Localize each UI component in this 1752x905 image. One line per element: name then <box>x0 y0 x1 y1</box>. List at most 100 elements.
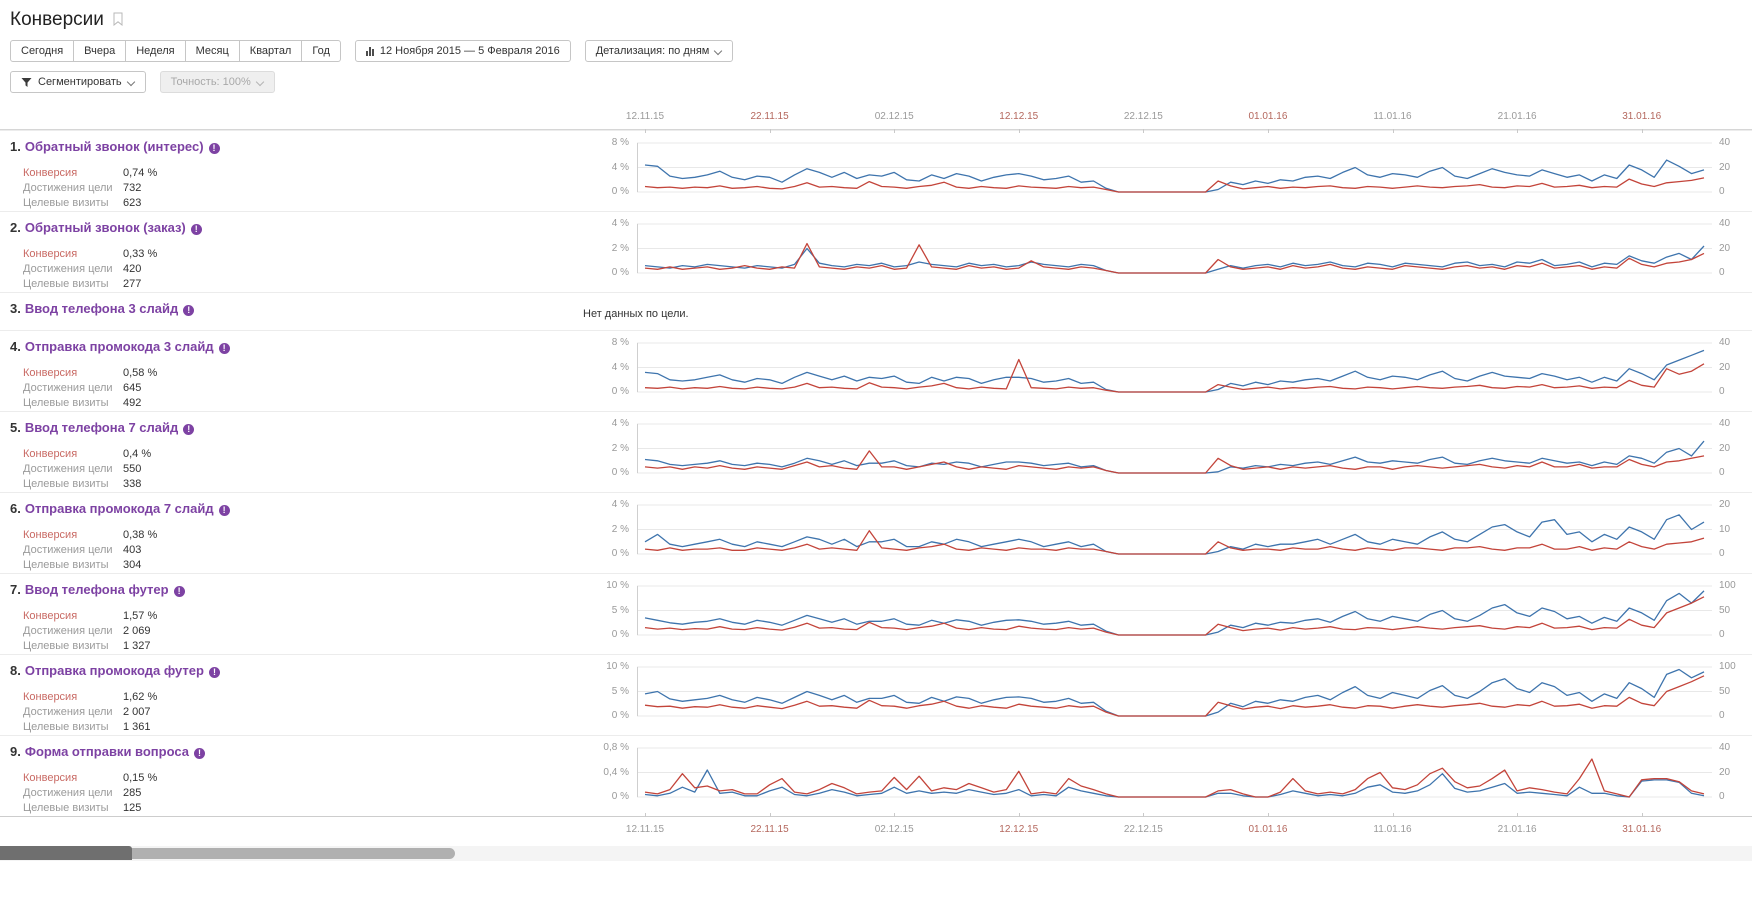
goal-link[interactable]: Ввод телефона 3 слайд <box>24 301 179 316</box>
y-axis-label: 50 <box>1719 685 1731 697</box>
y-axis-label: 0 <box>1719 267 1725 278</box>
date-label: 31.01.16 <box>1622 111 1662 122</box>
stat-value-reaches: 550 <box>123 463 142 475</box>
goal-info-icon[interactable]: ! <box>208 143 220 154</box>
goal-info-icon[interactable]: ! <box>183 424 195 435</box>
goal-link[interactable]: Форма отправки вопроса <box>24 744 189 759</box>
y-axis-label: 0 <box>1719 386 1725 397</box>
goal-info-icon[interactable]: ! <box>194 748 205 759</box>
goal-info-icon[interactable]: ! <box>183 305 195 316</box>
goal-chart[interactable] <box>637 582 1712 638</box>
conversion-line <box>644 758 1705 798</box>
goal-chart[interactable] <box>637 501 1712 557</box>
period-button-group: Сегодня Вчера Неделя Месяц Квартал Год <box>10 40 341 62</box>
calendar-chart-icon <box>365 46 374 56</box>
y-axis-label: 40 <box>1719 742 1731 753</box>
goal-info-icon[interactable]: ! <box>208 667 220 678</box>
goal-info-block: 7. Ввод телефона футер! Конверсия 1,57 % Дос… <box>0 574 565 654</box>
goal-link[interactable]: Отправка промокода футер <box>24 663 204 678</box>
goal-title: 1. Обратный звонок (интерес)! <box>10 140 565 154</box>
goal-number: 1. <box>10 139 21 154</box>
period-button-month[interactable]: Месяц <box>184 40 240 62</box>
goal-link[interactable]: Обратный звонок (интерес) <box>24 139 204 154</box>
goal-link[interactable]: Ввод телефона 7 слайд <box>24 420 179 435</box>
segment-button[interactable]: Сегментировать <box>10 71 146 93</box>
scrollbar-thumb[interactable] <box>0 848 455 859</box>
stat-row-conversion: Конверсия 0,38 % <box>23 528 565 543</box>
y-axis-label: 0 % <box>611 186 629 197</box>
goal-chart[interactable] <box>637 139 1712 195</box>
goal-stats: Конверсия 0,38 % Достижения цели 403 Целевые… <box>23 528 565 573</box>
stat-value-conversion: 1,62 % <box>123 691 158 703</box>
goal-chart[interactable] <box>637 744 1712 800</box>
goal-info-icon[interactable]: ! <box>173 586 185 597</box>
stat-row-reaches: Достижения цели 403 <box>23 543 565 558</box>
goal-chart-wrap: 10 % 5 % 0 % 100 50 0 <box>565 574 1752 654</box>
goal-link[interactable]: Ввод телефона футер <box>24 582 169 597</box>
axis-tick <box>1018 129 1020 133</box>
goal-chart[interactable] <box>637 220 1712 276</box>
goal-stats: Конверсия 1,62 % Достижения цели 2 007 Целев… <box>23 690 565 735</box>
goal-chart[interactable] <box>637 420 1712 476</box>
axis-tick <box>769 813 771 817</box>
chevron-down-icon <box>257 77 264 84</box>
goal-info-icon[interactable]: ! <box>218 343 230 354</box>
y-axis-label: 0 <box>1719 186 1725 197</box>
date-label: 01.01.16 <box>1248 111 1288 122</box>
detail-dropdown[interactable]: Детализация: по дням <box>584 40 734 62</box>
goal-link[interactable]: Отправка промокода 7 слайд <box>24 501 214 516</box>
y-axis-left: 4 % 2 % 0 % <box>565 500 637 573</box>
period-button-quarter[interactable]: Квартал <box>238 40 303 62</box>
y-axis-right: 100 50 0 <box>1712 581 1752 654</box>
goal-number: 6. <box>10 501 21 516</box>
accuracy-dropdown[interactable]: Точность: 100% <box>159 71 275 93</box>
period-button-week[interactable]: Неделя <box>125 40 186 62</box>
y-axis-right: 20 10 0 <box>1712 500 1752 573</box>
y-axis-right: 100 50 0 <box>1712 662 1752 735</box>
stat-row-visits: Целевые визиты 125 <box>23 801 565 816</box>
goal-row: 5. Ввод телефона 7 слайд! Конверсия 0,4 % До… <box>0 411 1752 492</box>
y-axis-label: 50 <box>1719 604 1731 616</box>
y-axis-left: 10 % 5 % 0 % <box>565 662 637 735</box>
conversion-line <box>644 675 1705 717</box>
period-button-year[interactable]: Год <box>301 40 341 62</box>
horizontal-scrollbar[interactable] <box>0 846 1752 861</box>
bookmark-icon[interactable] <box>112 12 124 31</box>
stat-row-reaches: Достижения цели 2 007 <box>23 705 565 720</box>
goal-link[interactable]: Отправка промокода 3 слайд <box>24 339 214 354</box>
date-label: 11.01.16 <box>1373 111 1412 122</box>
period-button-yesterday[interactable]: Вчера <box>73 40 127 62</box>
y-axis-label: 0 % <box>611 629 629 640</box>
stat-value-reaches: 420 <box>123 263 142 275</box>
goal-info-icon[interactable]: ! <box>218 505 230 516</box>
axis-tick <box>1392 813 1394 817</box>
goal-chart-wrap: 4 % 2 % 0 % 40 20 0 <box>565 212 1752 292</box>
goal-info-icon[interactable]: ! <box>190 224 202 235</box>
goal-chart-wrap: 0,8 % 0,4 % 0 % 40 20 0 <box>565 736 1752 816</box>
stat-label-visits: Целевые визиты <box>23 559 109 571</box>
stat-label-visits: Целевые визиты <box>23 478 109 490</box>
period-button-today[interactable]: Сегодня <box>10 40 75 62</box>
goal-info-block: 8. Отправка промокода футер! Конверсия 1,62… <box>0 655 565 735</box>
y-axis-right: 40 20 0 <box>1712 419 1752 492</box>
date-range-button[interactable]: 12 Ноября 2015 — 5 Февраля 2016 <box>354 40 571 62</box>
goal-link[interactable]: Обратный звонок (заказ) <box>24 220 186 235</box>
axis-tick <box>645 129 646 133</box>
goal-chart-wrap: 4 % 2 % 0 % 40 20 0 <box>565 412 1752 492</box>
goal-chart[interactable] <box>637 663 1712 719</box>
date-label: 12.12.15 <box>999 824 1039 835</box>
goal-info-block: 6. Отправка промокода 7 слайд! Конверсия 0,… <box>0 493 565 573</box>
goal-chart-wrap: 4 % 2 % 0 % 20 10 0 <box>565 493 1752 573</box>
y-axis-label: 0 <box>1719 629 1725 640</box>
y-axis-label: 0,4 % <box>603 766 629 778</box>
stat-label-visits: Целевые визиты <box>23 278 109 290</box>
goal-row: 9. Форма отправки вопроса! Конверсия 0,15 %… <box>0 735 1752 816</box>
stat-label-reaches: Достижения цели <box>23 787 113 799</box>
goal-number: 9. <box>10 744 21 759</box>
no-data-message: Нет данных по цели. <box>583 308 689 320</box>
bottom-date-axis: 12.11.15 22.11.15 02.12.15 12.12.15 22.12.15… <box>0 813 1752 843</box>
goal-title: 3. Ввод телефона 3 слайд! <box>10 302 565 316</box>
goal-chart[interactable] <box>637 339 1712 395</box>
conversion-line <box>644 596 1705 636</box>
stat-value-conversion: 0,33 % <box>123 248 158 260</box>
